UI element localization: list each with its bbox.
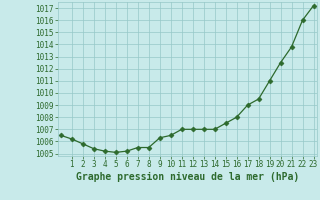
X-axis label: Graphe pression niveau de la mer (hPa): Graphe pression niveau de la mer (hPa) — [76, 172, 299, 182]
